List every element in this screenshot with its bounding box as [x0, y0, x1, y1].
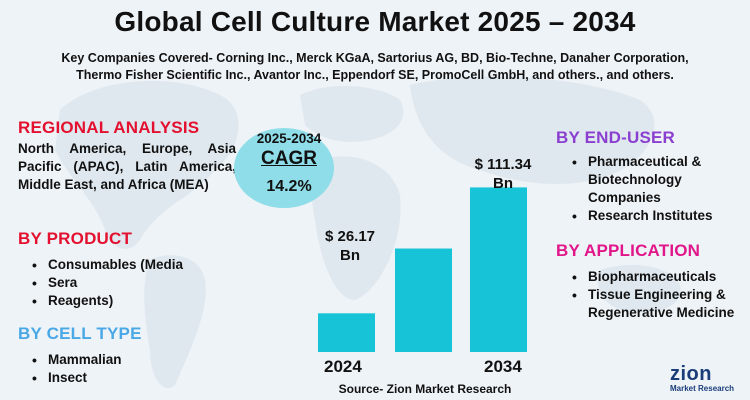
by-end-user-heading: BY END-USER	[556, 128, 676, 147]
bar-value-label-2024: $ 26.17 Bn	[324, 228, 376, 264]
application-list: Biopharmaceuticals Tissue Engineering & …	[570, 268, 750, 322]
product-list: Consumables (Media Sera Reagents)	[30, 256, 230, 310]
list-item: Mammalian	[30, 351, 230, 369]
key-companies-line-2: Thermo Fisher Scientific Inc., Avantor I…	[76, 68, 674, 82]
key-companies-line-1: Key Companies Covered- Corning Inc., Mer…	[61, 51, 689, 65]
bar-2034	[470, 187, 527, 352]
key-companies: Key Companies Covered- Corning Inc., Mer…	[20, 50, 730, 84]
list-item: Reagents)	[30, 292, 230, 310]
x-tick-label-2034: 2034	[484, 357, 522, 376]
source-note: Source- Zion Market Research	[338, 382, 512, 396]
list-item: Consumables (Media	[30, 256, 230, 274]
x-tick-label-2024: 2024	[324, 357, 362, 376]
cagr-value: 14.2%	[266, 178, 312, 195]
cagr-period: 2025-2034	[256, 131, 322, 146]
regional-analysis-text: North America, Europe, Asia Pacific (APA…	[18, 141, 236, 192]
by-product-heading: BY PRODUCT	[18, 229, 133, 248]
list-item: Tissue Engineering & Regenerative Medici…	[570, 286, 750, 322]
by-cell-type-heading: BY CELL TYPE	[18, 324, 142, 343]
regional-analysis-heading: REGIONAL ANALYSIS	[18, 118, 200, 137]
bar-2024	[318, 313, 375, 352]
cell-type-list: Mammalian Insect	[30, 351, 230, 387]
bar-series-1	[395, 248, 452, 352]
logo-name: zion	[670, 363, 712, 385]
bar-value-label-2034: $ 111.34 Bn	[474, 156, 532, 192]
list-item: Insect	[30, 369, 230, 387]
end-user-list: Pharmaceutical & Biotechnology Companies…	[570, 153, 750, 225]
zion-logo: zion Market Research	[670, 364, 744, 396]
cagr-label: CAGR	[261, 148, 317, 169]
market-bar-chart	[318, 187, 527, 352]
by-application-heading: BY APPLICATION	[556, 241, 701, 260]
page-title: Global Cell Culture Market 2025 – 2034	[114, 6, 636, 37]
cagr-bubble	[234, 128, 334, 208]
list-item: Research Institutes	[570, 207, 750, 225]
list-item: Sera	[30, 274, 230, 292]
list-item: Pharmaceutical & Biotechnology Companies	[570, 153, 750, 207]
list-item: Biopharmaceuticals	[570, 268, 750, 286]
logo-tagline: Market Research	[670, 384, 735, 393]
